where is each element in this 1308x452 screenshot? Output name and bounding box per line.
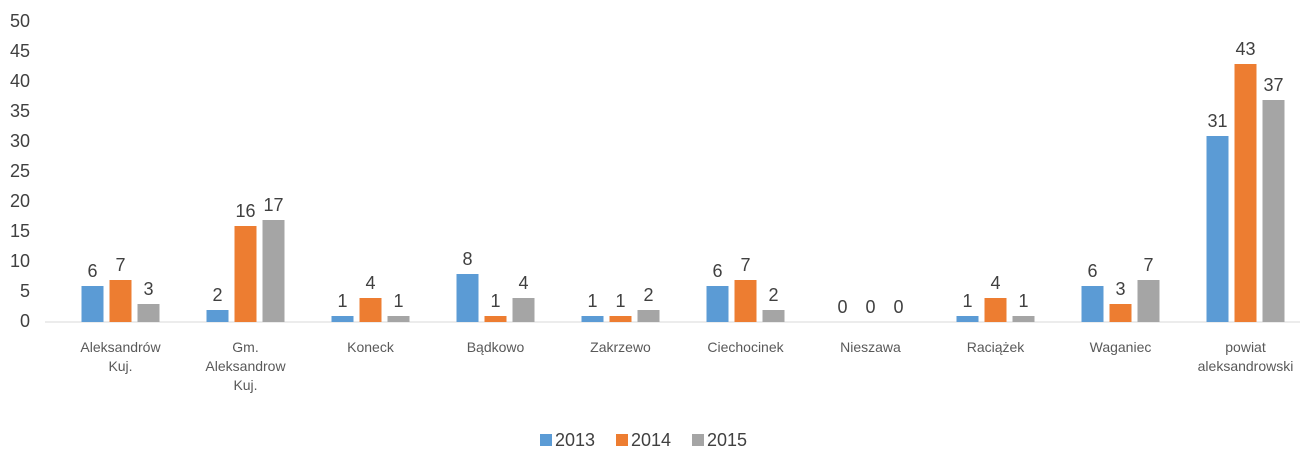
data-label: 0 (893, 297, 903, 317)
x-tick-label: Raciążek (966, 339, 1025, 355)
data-label: 2 (768, 285, 778, 305)
bar (1137, 280, 1160, 322)
x-tick-label: Nieszawa (840, 339, 901, 355)
x-tick-label: Bądkowo (466, 339, 525, 355)
data-label: 8 (462, 249, 472, 269)
data-label: 4 (990, 273, 1000, 293)
bar (234, 226, 257, 322)
bar (484, 316, 507, 322)
data-label: 43 (1235, 39, 1255, 59)
legend-swatch (616, 434, 628, 446)
data-label: 6 (87, 261, 97, 281)
bar (609, 316, 632, 322)
data-label: 7 (740, 255, 750, 275)
data-label: 1 (587, 291, 597, 311)
data-label: 1 (1018, 291, 1028, 311)
bar (1234, 64, 1257, 322)
y-tick-label: 35 (10, 101, 30, 121)
data-label: 2 (643, 285, 653, 305)
y-tick-label: 30 (10, 131, 30, 151)
x-tick-label: Waganiec (1089, 339, 1152, 355)
y-tick-label: 40 (10, 71, 30, 91)
legend-label: 2014 (631, 430, 671, 450)
x-tick-label: Gm. Aleksandrow Kuj. (205, 339, 286, 393)
bar (706, 286, 729, 322)
y-tick-label: 45 (10, 41, 30, 61)
bar (581, 316, 604, 322)
bar (81, 286, 104, 322)
bar (762, 310, 785, 322)
data-label: 1 (615, 291, 625, 311)
data-label: 4 (365, 273, 375, 293)
data-label: 0 (865, 297, 875, 317)
data-label: 3 (1115, 279, 1125, 299)
y-tick-label: 10 (10, 251, 30, 271)
bar (387, 316, 410, 322)
legend-swatch (540, 434, 552, 446)
legend-swatch (692, 434, 704, 446)
data-label: 2 (212, 285, 222, 305)
y-tick-label: 20 (10, 191, 30, 211)
bar (956, 316, 979, 322)
data-label: 3 (143, 279, 153, 299)
legend-label: 2015 (707, 430, 747, 450)
legend-label: 2013 (555, 430, 595, 450)
bar (1012, 316, 1035, 322)
data-label: 1 (490, 291, 500, 311)
x-tick-label: Koneck (347, 339, 394, 355)
bar (734, 280, 757, 322)
bar (109, 280, 132, 322)
data-label: 1 (962, 291, 972, 311)
data-label: 37 (1263, 75, 1283, 95)
data-label: 1 (337, 291, 347, 311)
data-label: 4 (518, 273, 528, 293)
data-label: 7 (1143, 255, 1153, 275)
bar (137, 304, 160, 322)
bar (1109, 304, 1132, 322)
bar (1081, 286, 1104, 322)
data-label: 17 (263, 195, 283, 215)
bar (512, 298, 535, 322)
y-tick-label: 50 (10, 11, 30, 31)
bar (984, 298, 1007, 322)
x-tick-label: Zakrzewo (590, 339, 651, 355)
x-tick-label: powiat aleksandrowski (1197, 339, 1294, 374)
data-label: 7 (115, 255, 125, 275)
data-label: 6 (712, 261, 722, 281)
bar (206, 310, 229, 322)
y-tick-label: 25 (10, 161, 30, 181)
bar (359, 298, 382, 322)
data-label: 1 (393, 291, 403, 311)
bar (637, 310, 660, 322)
y-tick-label: 15 (10, 221, 30, 241)
x-tick-label: Aleksandrów Kuj. (80, 339, 161, 374)
data-label: 6 (1087, 261, 1097, 281)
data-label: 31 (1207, 111, 1227, 131)
y-tick-label: 0 (20, 311, 30, 331)
bar (1206, 136, 1229, 322)
data-label: 0 (837, 297, 847, 317)
x-tick-label: Ciechocinek (707, 339, 784, 355)
data-label: 16 (235, 201, 255, 221)
bar (456, 274, 479, 322)
bar (1262, 100, 1285, 322)
bar (331, 316, 354, 322)
bar (262, 220, 285, 322)
y-tick-label: 5 (20, 281, 30, 301)
